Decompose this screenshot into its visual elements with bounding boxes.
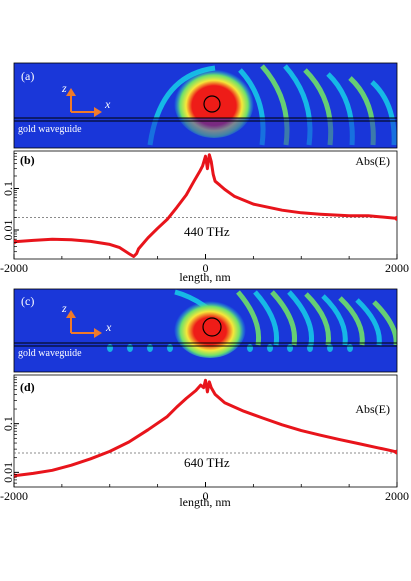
annotation-freq-d: 640 THz — [184, 455, 230, 470]
legend-abs-e-d: Abs(E) — [355, 402, 390, 416]
axis-label-x-a: x — [104, 97, 111, 111]
xtick-label-d--2000: -2000 — [0, 489, 28, 503]
series-endpoint-d-end — [394, 449, 397, 455]
xtick-label-b--2000: -2000 — [0, 261, 28, 275]
axis-label-x-c: x — [105, 320, 112, 334]
panel-c-frame — [13, 288, 398, 373]
xlabel-d: length, nm — [179, 495, 231, 509]
ytick-label-b-1: 0.1 — [1, 181, 15, 196]
ytick-label-b-0: 0.01 — [1, 219, 15, 240]
panel-a-frame — [13, 62, 398, 149]
xlabel-b: length, nm — [179, 270, 231, 284]
legend-abs-e-b: Abs(E) — [355, 154, 390, 168]
chart-b: -2000 0 2000 0.01 0.1 (b) Abs(E) 440 THz len… — [0, 150, 409, 284]
panel-label-d: (d) — [20, 380, 35, 394]
panel-label-b: (b) — [20, 153, 35, 167]
panel-label-c: (c) — [21, 294, 34, 308]
waveguide-label-a: gold waveguide — [18, 124, 82, 135]
series-line-b-0 — [14, 153, 397, 258]
xtick-label-d-2000: 2000 — [385, 489, 409, 503]
waveguide-label-c: gold waveguide — [18, 348, 82, 359]
series-endpoint-b-start — [14, 239, 17, 245]
chart-d: -2000 0 2000 0.01 0.1 (d) Abs(E) 640 THz len… — [0, 374, 409, 509]
ytick-label-d-1: 0.1 — [1, 416, 15, 431]
xtick-label-d-0: 0 — [203, 489, 209, 503]
series-endpoint-b-end — [394, 215, 397, 221]
axis-arrows-c — [66, 310, 102, 338]
series-line-d-0 — [14, 378, 397, 478]
axis-label-z-c: z — [61, 301, 67, 315]
xtick-label-b-2000: 2000 — [385, 261, 409, 275]
annotation-freq-b: 440 THz — [184, 224, 230, 239]
xtick-label-b-0: 0 — [203, 261, 209, 275]
axis-arrows-a — [66, 88, 102, 117]
field-map-c — [14, 289, 397, 372]
panel-label-a: (a) — [21, 69, 34, 83]
field-map-a — [14, 63, 397, 148]
ytick-label-d-0: 0.01 — [1, 462, 15, 483]
axis-label-z-a: z — [61, 81, 67, 95]
